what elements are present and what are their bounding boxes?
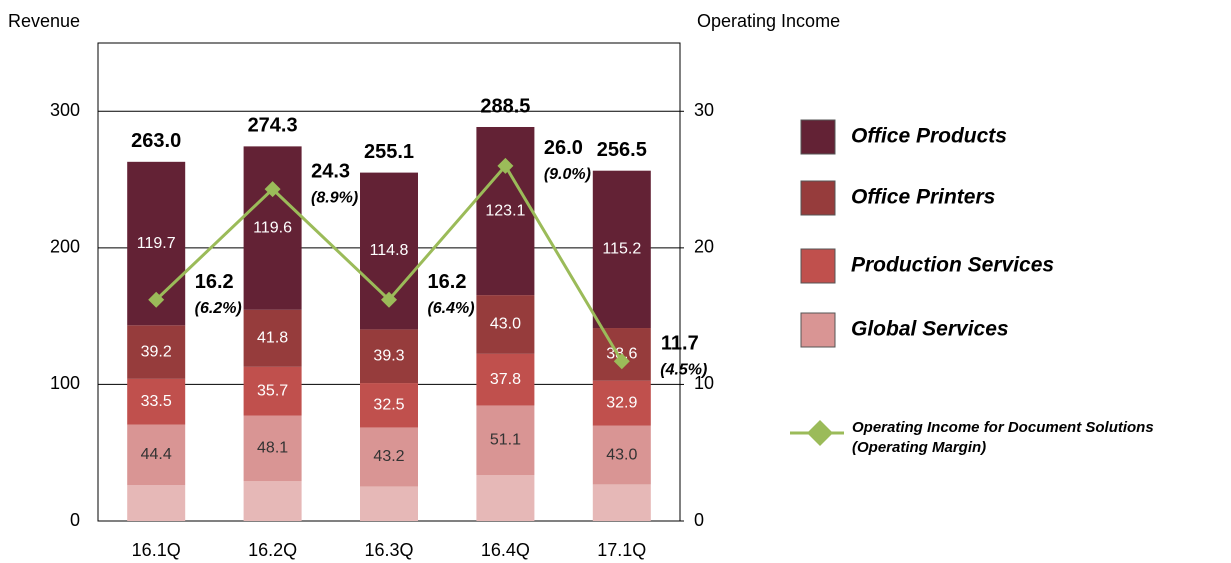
y2-tick-label: 20	[694, 237, 714, 257]
segment-label: 33.5	[141, 393, 172, 410]
bar-segment	[476, 475, 535, 521]
segment-label: 35.7	[257, 382, 288, 399]
y-tick-label: 0	[70, 510, 80, 530]
line-marker	[497, 157, 514, 174]
bar-segment	[127, 485, 186, 521]
y-tick-label: 200	[50, 237, 80, 257]
x-tick-label: 17.1Q	[597, 540, 646, 560]
bar-segment	[243, 309, 302, 367]
total-label: 274.3	[248, 115, 298, 137]
legend-label: Global Services	[851, 318, 1009, 341]
bar-segment	[360, 329, 418, 384]
total-label: 288.5	[480, 95, 530, 117]
line-value-label: 11.7	[661, 332, 699, 354]
segment-label: 41.8	[257, 329, 288, 346]
x-tick-label: 16.2Q	[248, 540, 297, 560]
y-axis-title: Revenue	[8, 11, 80, 31]
legend-swatch	[800, 119, 836, 155]
total-label: 255.1	[364, 141, 414, 163]
segment-label: 37.8	[490, 371, 521, 388]
bar-segment	[127, 378, 186, 425]
y2-axis-title: Operating Income	[697, 11, 840, 31]
segment-label: 123.1	[485, 202, 525, 219]
margin-label: (6.4%)	[427, 300, 474, 317]
segment-label: 114.8	[370, 242, 409, 259]
bar-segment	[476, 353, 535, 406]
bar-segment	[243, 481, 302, 521]
bar-segment	[592, 380, 651, 426]
margin-label: (4.5%)	[660, 361, 707, 378]
x-tick-label: 16.4Q	[481, 540, 530, 560]
line-value-label: 16.2	[428, 271, 467, 293]
segment-label: 119.6	[253, 219, 292, 236]
y2-tick-label: 30	[694, 100, 714, 120]
bar-segment	[592, 170, 651, 329]
bar-segment	[243, 366, 302, 416]
bar-segment	[243, 415, 302, 482]
legend-diamond	[807, 420, 833, 446]
legend-label: Office Products	[851, 125, 1007, 148]
total-label: 256.5	[597, 139, 647, 161]
bar-segment	[592, 484, 651, 521]
line-marker	[613, 353, 630, 370]
bar-segment	[592, 425, 651, 485]
y2-tick-label: 0	[694, 510, 704, 530]
legend-label: Production Services	[851, 254, 1054, 277]
segment-label: 119.7	[137, 235, 176, 252]
segment-label: 48.1	[257, 440, 288, 457]
segment-label: 39.3	[373, 347, 404, 364]
y-tick-label: 100	[50, 373, 80, 393]
line-value-label: 26.0	[544, 137, 583, 159]
bar-segment	[127, 325, 186, 379]
legend-line-note: (Operating Margin)	[852, 439, 986, 456]
bar-segment	[476, 405, 535, 476]
segment-label: 115.2	[602, 241, 641, 258]
line-marker	[381, 291, 397, 308]
line-marker	[264, 181, 281, 198]
margin-label: (8.9%)	[311, 189, 358, 206]
segment-label: 43.0	[606, 446, 637, 463]
line-marker	[148, 291, 165, 308]
x-tick-label: 16.1Q	[132, 540, 181, 560]
bar-segment	[243, 146, 302, 310]
legend-label: Office Printers	[851, 186, 995, 209]
segment-label: 32.5	[373, 396, 404, 413]
line-value-label: 16.2	[195, 271, 234, 293]
bar-segment	[360, 383, 418, 428]
margin-label: (9.0%)	[544, 166, 591, 183]
margin-label: (6.2%)	[195, 300, 242, 317]
x-tick-label: 16.3Q	[364, 540, 413, 560]
legend-swatch	[800, 248, 836, 284]
legend-swatch	[800, 312, 836, 348]
segment-label: 51.1	[490, 432, 521, 449]
segment-label: 32.9	[606, 394, 637, 411]
line-value-label: 24.3	[311, 160, 350, 182]
segment-label: 44.4	[141, 446, 172, 463]
bar-segment	[127, 424, 186, 486]
legend-line-label: Operating Income for Document Solutions	[852, 419, 1154, 436]
legend-swatch	[800, 180, 836, 216]
segment-label: 39.2	[141, 343, 172, 360]
bar-segment	[476, 126, 535, 296]
y-tick-label: 300	[50, 100, 80, 120]
segment-label: 43.0	[490, 316, 521, 333]
bar-segment	[476, 295, 535, 354]
y2-tick-label: 10	[694, 373, 714, 393]
bar-segment	[360, 486, 418, 521]
segment-label: 43.2	[373, 448, 404, 465]
total-label: 263.0	[131, 130, 181, 152]
bar-segment	[360, 427, 418, 487]
